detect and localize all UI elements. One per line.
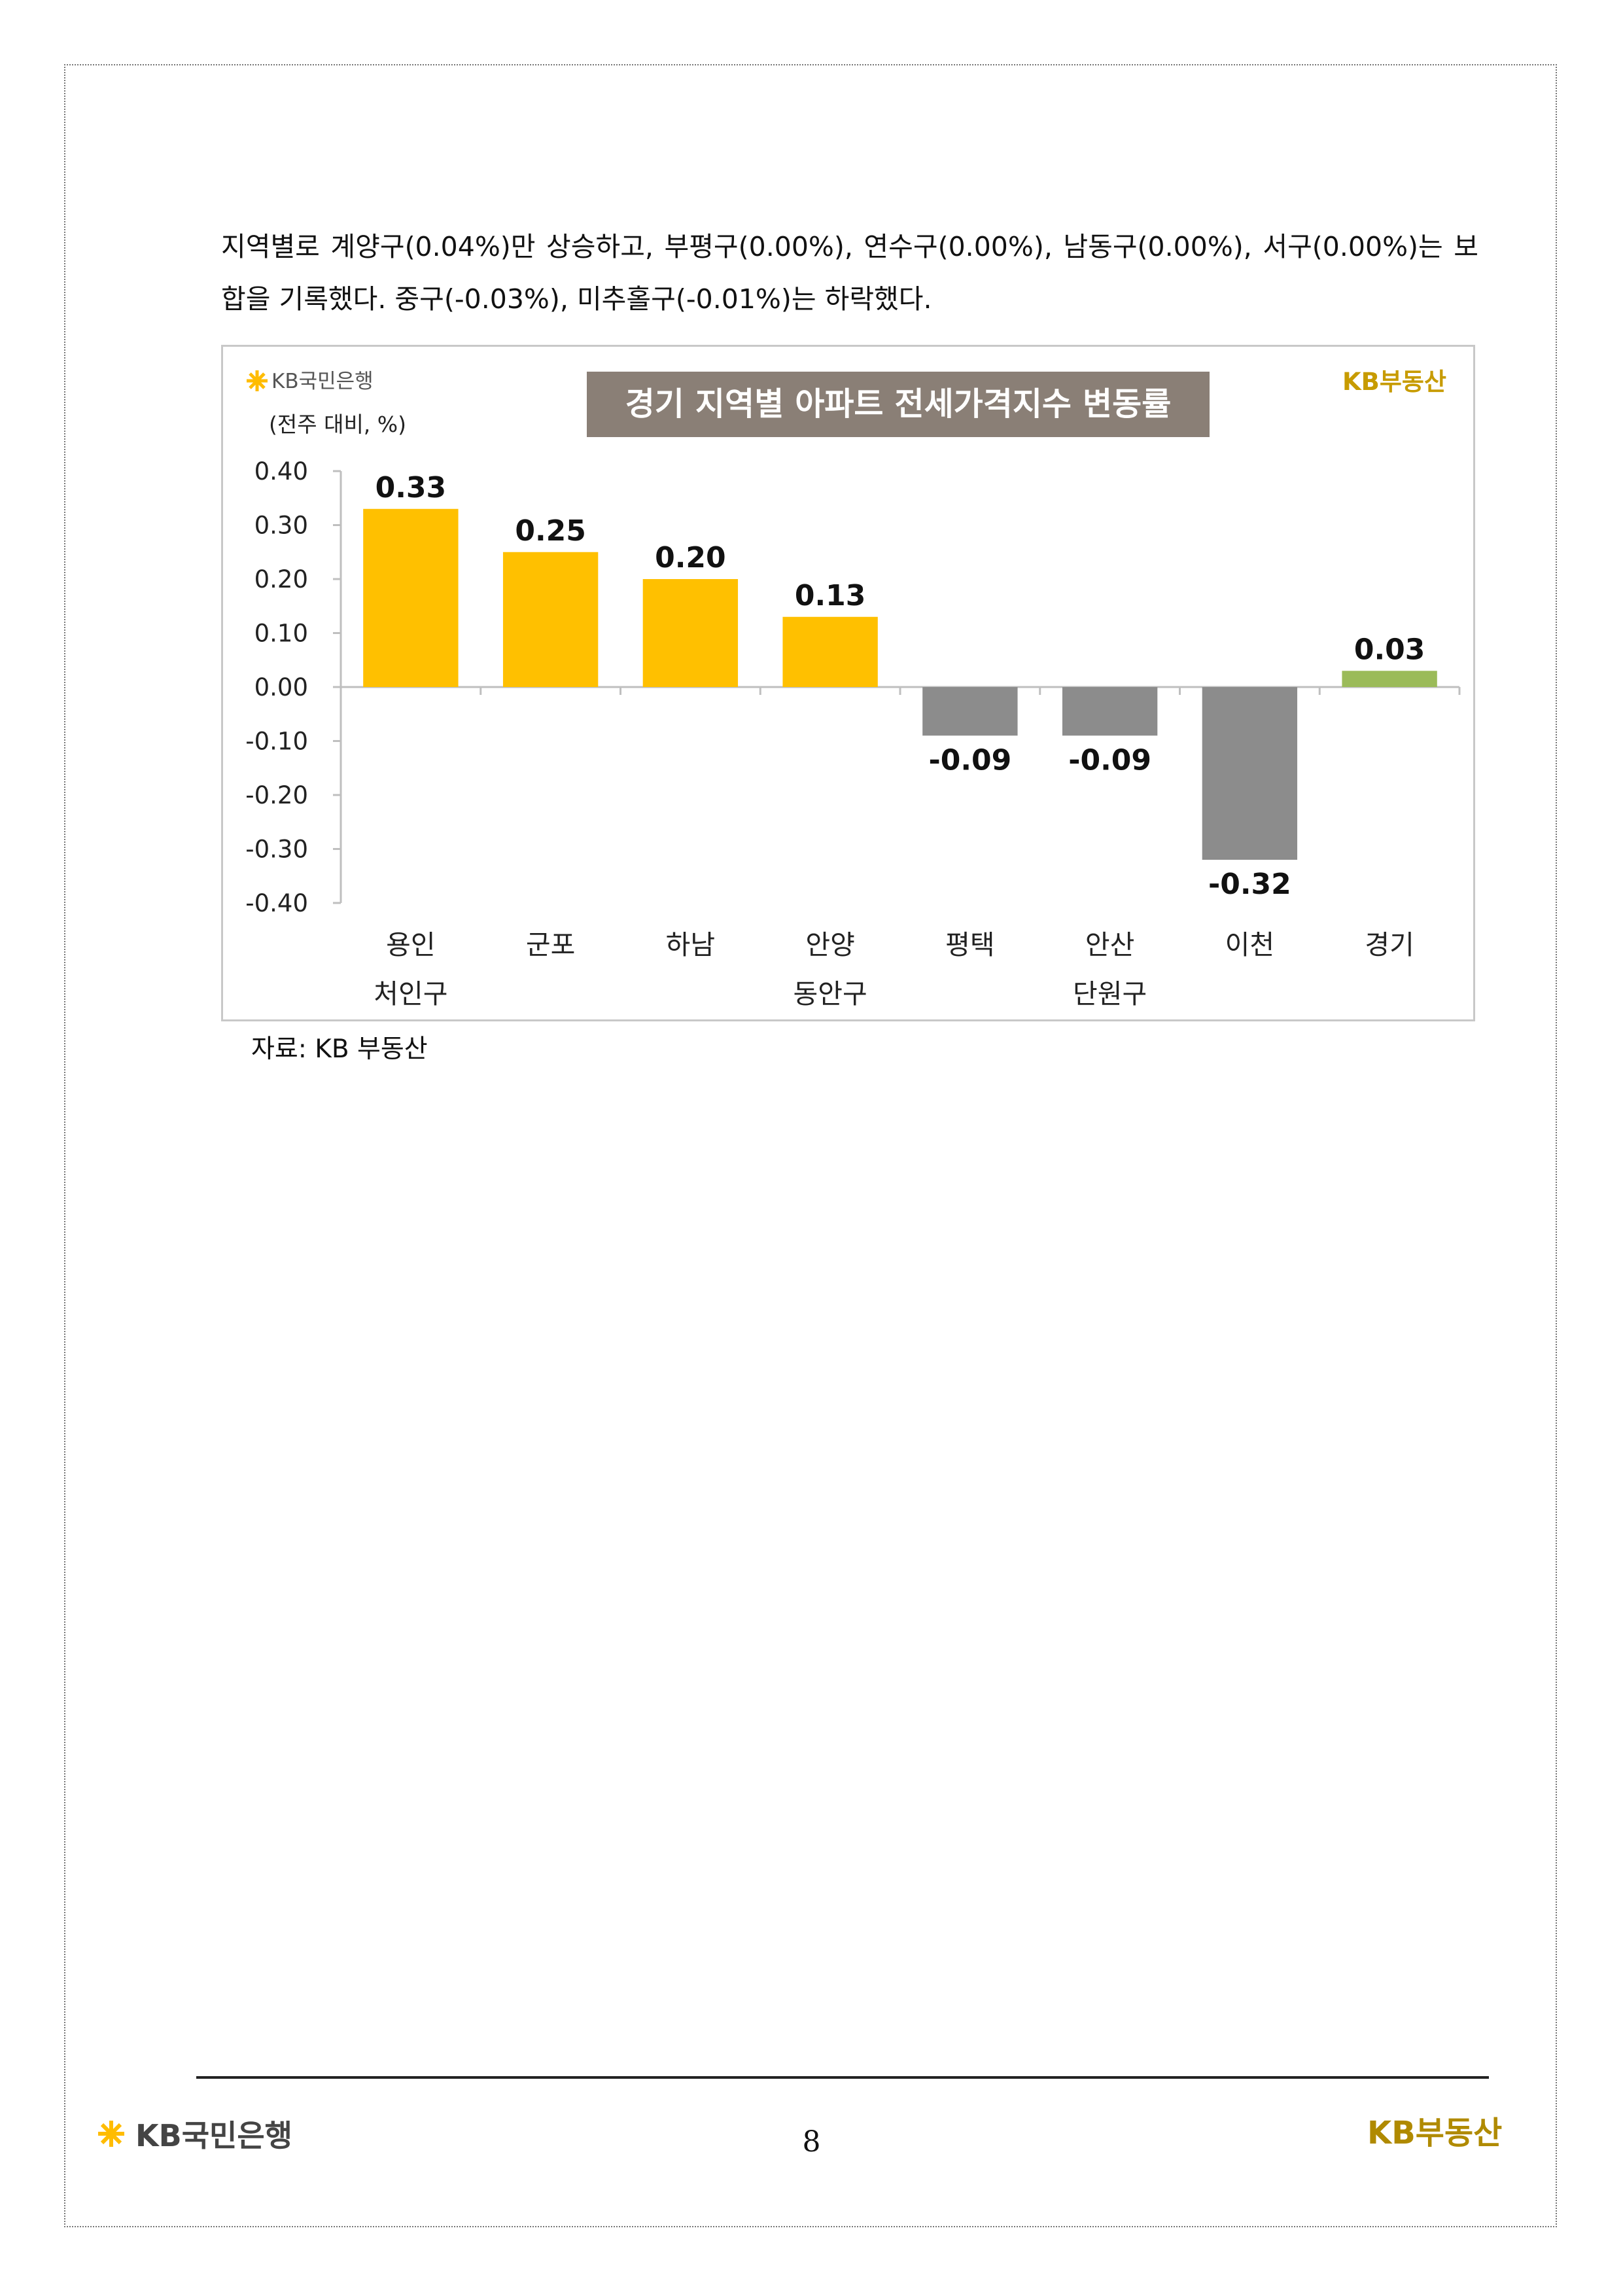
data-label: 0.03 xyxy=(1354,633,1425,666)
x-tick-label: 안양 xyxy=(805,929,854,961)
x-tick-label: 처인구 xyxy=(374,978,447,1010)
data-label: 0.25 xyxy=(515,514,586,548)
x-tick-label: 동안구 xyxy=(794,978,867,1010)
kb-star-icon xyxy=(98,2121,124,2147)
y-tick-label: -0.10 xyxy=(245,728,308,756)
axes: 0.40 0.30 0.20 0.10 0.00 -0.10 -0.20 -0.30 -0.40 xyxy=(245,457,1461,917)
chart-title: 경기 지역별 아파트 전세가격지수 변동률 xyxy=(625,385,1172,423)
bar xyxy=(1202,687,1298,860)
data-label: 0.20 xyxy=(655,541,726,574)
kb-bank-logo: KB국민은행 xyxy=(247,370,374,393)
intro-paragraph: 지역별로 계양구(0.04%)만 상승하고, 부평구(0.00%), 연수구(0… xyxy=(221,231,1478,315)
page-number: 8 xyxy=(802,2125,821,2159)
source-note: 자료: KB 부동산 xyxy=(251,1034,428,1064)
footer-rule xyxy=(196,2076,1489,2079)
bar xyxy=(922,687,1018,736)
data-label: -0.09 xyxy=(1068,743,1151,777)
chart-logo-text: KB국민은행 xyxy=(271,370,374,393)
kb-star-icon xyxy=(247,370,268,391)
y-tick-label: -0.30 xyxy=(245,836,308,864)
x-tick-label: 평택 xyxy=(945,929,994,961)
x-tick-label: 용인 xyxy=(386,929,435,961)
chart-brand-logo: KB부동산 xyxy=(1342,368,1446,396)
data-label: -0.32 xyxy=(1208,868,1291,901)
title-banner xyxy=(587,372,1210,437)
bar xyxy=(1342,671,1437,687)
x-tick-label: 경기 xyxy=(1365,929,1414,961)
y-tick-label: 0.00 xyxy=(254,673,308,701)
bar-chart: KB국민은행 경기 지역별 아파트 전세가격지수 변동률 KB부동산 (전주 대… xyxy=(245,368,1461,1010)
data-label: 0.33 xyxy=(375,471,447,504)
footer-bank-text: KB국민은행 xyxy=(135,2118,292,2153)
y-tick-label: -0.40 xyxy=(245,889,308,917)
x-tick-label: 안산 xyxy=(1085,929,1134,961)
y-axis-unit: (전주 대비, %) xyxy=(269,412,406,437)
footer-bank-logo: KB국민은행 xyxy=(95,2112,292,2155)
chart-container: KB국민은행 경기 지역별 아파트 전세가격지수 변동률 KB부동산 (전주 대… xyxy=(221,345,1475,1021)
footer-brand-logo: KB부동산 xyxy=(1367,2115,1503,2151)
bar xyxy=(363,508,459,687)
x-tick-label: 이천 xyxy=(1225,929,1274,961)
bar xyxy=(1062,687,1158,736)
y-tick-label: 0.10 xyxy=(254,620,308,648)
y-tick-label: 0.30 xyxy=(254,512,308,540)
x-tick-label: 군포 xyxy=(526,929,575,961)
y-tick-label: 0.20 xyxy=(254,565,308,593)
x-tick-label: 하남 xyxy=(666,929,715,961)
data-label: -0.09 xyxy=(928,743,1011,777)
bar xyxy=(502,552,599,687)
y-tick-label: 0.40 xyxy=(254,457,308,486)
x-tick-label: 단원구 xyxy=(1073,978,1147,1010)
bar xyxy=(642,579,739,687)
page-border xyxy=(64,64,1557,2227)
data-label: 0.13 xyxy=(795,579,866,612)
y-tick-label: -0.20 xyxy=(245,781,308,809)
bar xyxy=(782,616,878,687)
